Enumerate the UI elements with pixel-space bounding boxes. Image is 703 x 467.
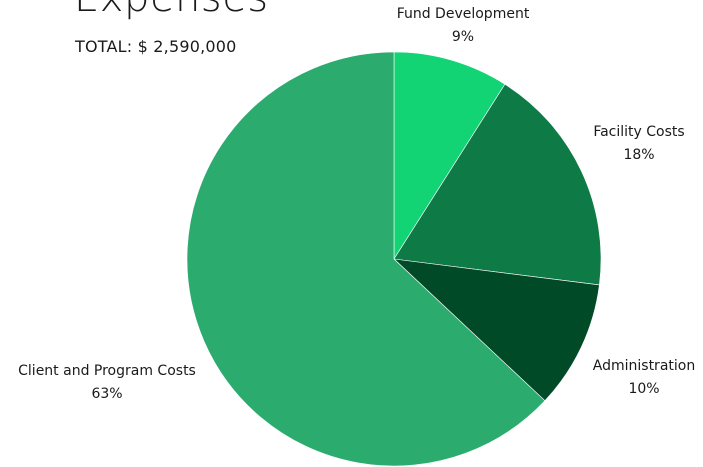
pie-slice-fund-development: [393, 51, 506, 261]
chart-title: Expenses: [74, 0, 269, 18]
slice-name-label: Fund Development: [397, 6, 530, 22]
slice-percent-label: 9%: [452, 29, 474, 45]
slice-name-label: Facility Costs: [593, 124, 684, 140]
pie-labels: Fund Development 9% Facility Costs 18% Admin…: [18, 6, 695, 402]
pie-slice-administration: [393, 258, 600, 402]
pie-slices: [186, 51, 602, 467]
pie-slice-facility-costs: [393, 83, 602, 286]
pie-slice-client-and-program-costs: [186, 51, 546, 467]
slice-percent-label: 18%: [623, 147, 654, 163]
slice-percent-label: 63%: [91, 386, 122, 402]
slice-name-label: Client and Program Costs: [18, 363, 196, 379]
slice-name-label: Administration: [593, 358, 695, 374]
chart-subtitle: TOTAL: $ 2,590,000: [75, 37, 237, 56]
slice-percent-label: 10%: [628, 381, 659, 397]
